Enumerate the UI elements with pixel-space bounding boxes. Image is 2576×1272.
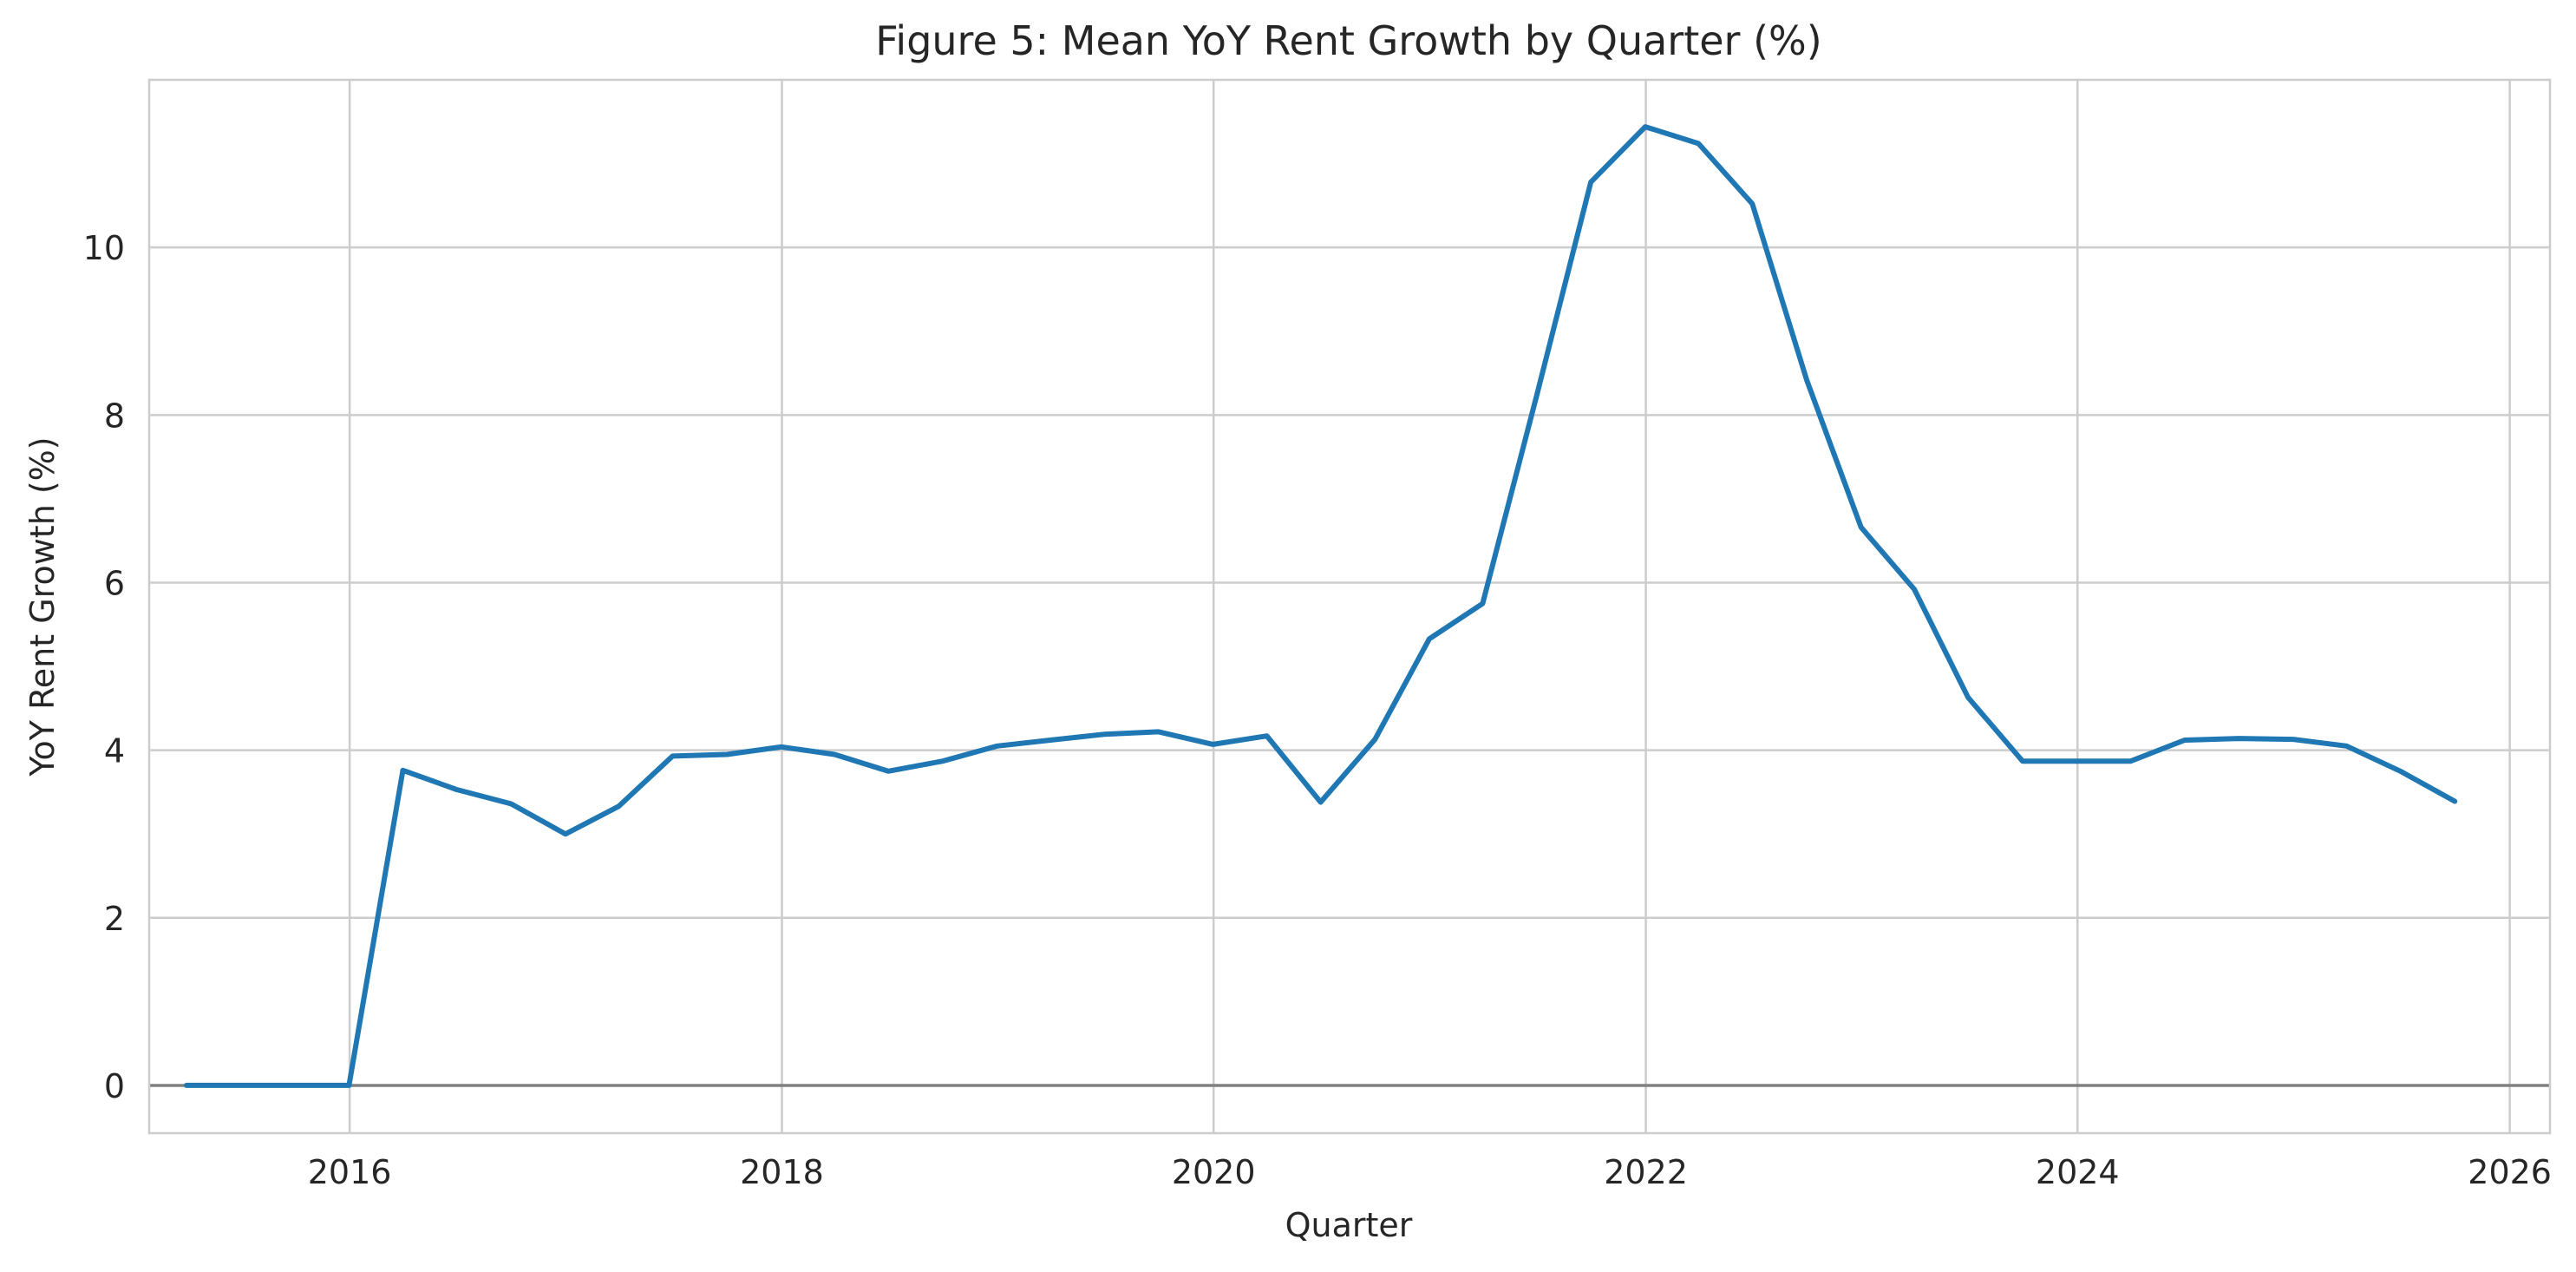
y-tick-labels: 0 2 4 6 8 10 (83, 229, 125, 1105)
y-tick-label: 0 (104, 1067, 125, 1105)
y-axis-label: YoY Rent Growth (%) (23, 436, 62, 777)
y-tick-label: 4 (104, 732, 125, 770)
y-tick-label: 6 (104, 564, 125, 602)
x-tick-label: 2018 (740, 1153, 824, 1191)
chart-title: Figure 5: Mean YoY Rent Growth by Quarte… (875, 17, 1821, 64)
x-tick-labels: 2016 2018 2020 2022 2024 2026 (308, 1153, 2552, 1191)
plot-frame (147, 78, 2552, 1135)
y-tick-label: 10 (83, 229, 125, 267)
y-tick-label: 8 (104, 397, 125, 435)
x-tick-label: 2016 (308, 1153, 392, 1191)
x-tick-label: 2024 (2036, 1153, 2120, 1191)
series-line (184, 124, 2458, 1088)
x-tick-label: 2026 (2468, 1153, 2552, 1191)
x-tick-label: 2022 (1604, 1153, 1688, 1191)
series-layer (184, 124, 2458, 1088)
x-axis-label: Quarter (1285, 1206, 1413, 1244)
grid-lines (149, 80, 2550, 1133)
x-tick-label: 2020 (1172, 1153, 1256, 1191)
y-tick-label: 2 (104, 900, 125, 938)
